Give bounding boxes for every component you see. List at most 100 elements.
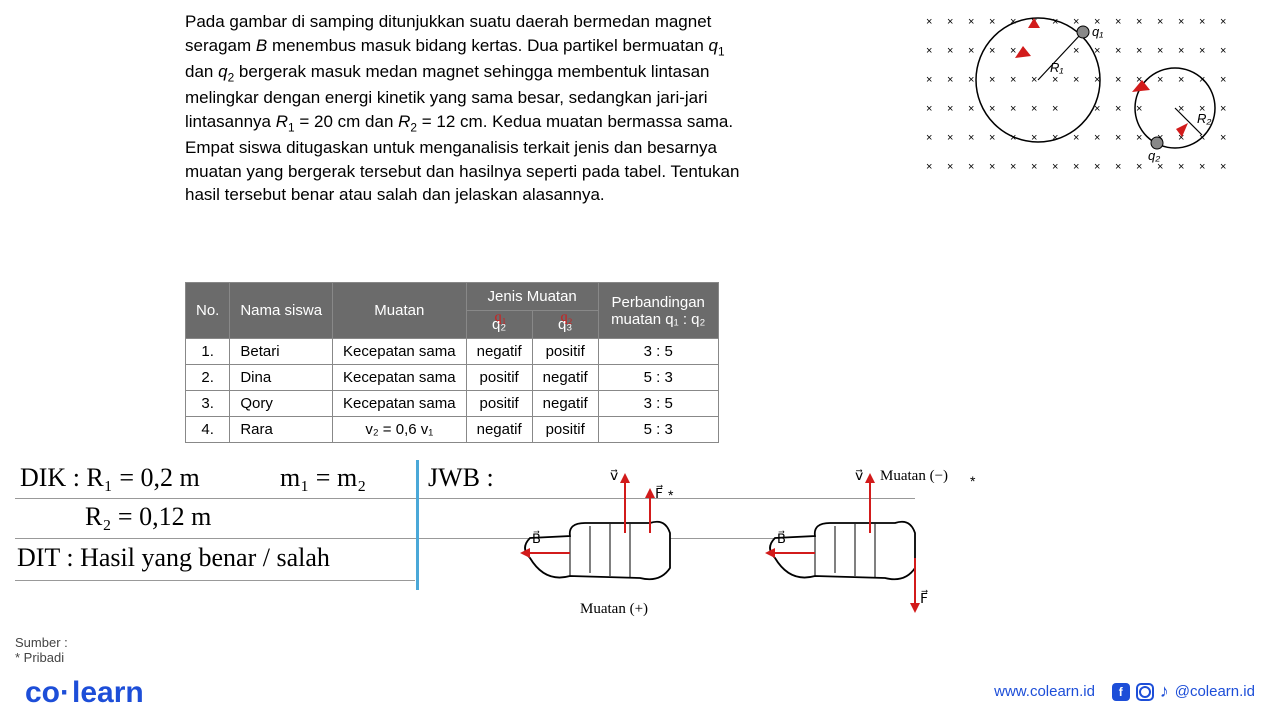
svg-text:×: × [968,45,974,57]
svg-text:×: × [1052,74,1058,86]
svg-text:F⃗: F⃗ [655,484,663,502]
table-body: 1.BetariKecepatan samanegatifpositif3 : … [186,339,719,443]
source-citation: Sumber : * Pribadi [15,635,68,665]
svg-text:v⃗: v⃗ [610,469,618,484]
r1-label: R₁ [1050,60,1064,75]
svg-text:×: × [1178,45,1184,57]
svg-text:×: × [1220,74,1226,86]
r2-line: R₂ = 0,12 m [85,502,211,532]
svg-text:B⃗: B⃗ [532,531,541,546]
svg-text:×: × [1010,45,1016,57]
svg-text:*: * [668,487,674,503]
svg-text:×: × [1094,132,1100,144]
dit-line: DIT : Hasil yang benar / salah [17,543,330,573]
svg-text:×: × [926,16,932,28]
svg-text:×: × [1178,103,1184,115]
svg-text:Muatan (−): Muatan (−) [880,468,948,484]
th-nama: Nama siswa [230,283,333,339]
th-q2: q₂q₁ [466,311,532,339]
svg-text:×: × [1220,132,1226,144]
q2-label: q₂ [1148,148,1160,163]
svg-text:×: × [947,161,953,173]
svg-text:×: × [1010,74,1016,86]
svg-text:×: × [1136,16,1142,28]
svg-text:B⃗: B⃗ [777,531,786,546]
jwb-label: JWB : [428,463,494,493]
svg-text:×: × [926,74,932,86]
svg-text:×: × [1220,16,1226,28]
q1-dot [1077,26,1089,38]
table-row: 4.Rarav₂ = 0,6 v₁negatifpositif5 : 3 [186,417,719,443]
svg-text:Muatan (+): Muatan (+) [580,601,648,617]
svg-text:×: × [1178,74,1184,86]
svg-text:×: × [1136,45,1142,57]
svg-text:×: × [968,16,974,28]
svg-text:×: × [926,103,932,115]
svg-text:×: × [1199,161,1205,173]
svg-text:×: × [1199,45,1205,57]
svg-text:×: × [1136,132,1142,144]
svg-text:×: × [1073,132,1079,144]
svg-text:×: × [1031,161,1037,173]
table-row: 2.DinaKecepatan samapositifnegatif5 : 3 [186,365,719,391]
svg-text:×: × [968,132,974,144]
svg-text:×: × [1073,161,1079,173]
svg-text:×: × [947,45,953,57]
vertical-divider [416,460,419,590]
svg-text:×: × [1157,45,1163,57]
table-row: 3.QoryKecepatan samapositifnegatif3 : 5 [186,391,719,417]
svg-text:×: × [1115,103,1121,115]
th-muatan: Muatan [333,283,467,339]
svg-text:×: × [1073,45,1079,57]
svg-text:×: × [1052,103,1058,115]
th-ratio: Perbandingan muatan q₁ : q₂ [598,283,718,339]
svg-text:×: × [1031,103,1037,115]
svg-text:×: × [968,161,974,173]
svg-text:×: × [1178,16,1184,28]
social-handle: @colearn.id [1175,683,1255,700]
th-no: No. [186,283,230,339]
svg-text:×: × [926,132,932,144]
table-row: 1.BetariKecepatan samanegatifpositif3 : … [186,339,719,365]
answers-table: No. Nama siswa Muatan Jenis Muatan Perba… [185,282,719,443]
svg-text:×: × [989,45,995,57]
svg-text:v⃗: v⃗ [855,469,863,484]
svg-text:×: × [1073,74,1079,86]
field-diagram: × × × × × × × × × × × × × × × × × × × × × × × × × × × × × × × × × × × × × ×… [920,10,1240,180]
problem-statement: Pada gambar di samping ditunjukkan suatu… [185,10,745,207]
svg-text:×: × [1220,45,1226,57]
svg-text:×: × [989,16,995,28]
svg-text:×: × [989,103,995,115]
svg-text:×: × [947,16,953,28]
svg-text:×: × [1220,161,1226,173]
r2-label: R₂ [1197,111,1211,126]
svg-text:*: * [970,473,976,489]
svg-text:F⃗: F⃗ [920,589,928,607]
ruled-line [15,580,415,581]
svg-text:×: × [989,161,995,173]
svg-text:×: × [1199,16,1205,28]
q1-label: q₁ [1092,24,1103,39]
svg-text:×: × [968,103,974,115]
svg-text:×: × [1157,16,1163,28]
svg-text:×: × [968,74,974,86]
facebook-icon: f [1112,683,1130,701]
hand-negative: v⃗ F⃗ B⃗ Muatan (−) * [765,468,976,613]
svg-text:×: × [1052,132,1058,144]
svg-text:×: × [1010,103,1016,115]
svg-text:×: × [1136,103,1142,115]
svg-text:×: × [947,74,953,86]
svg-text:×: × [1052,161,1058,173]
svg-text:×: × [1010,161,1016,173]
th-q3: q₃q₂ [532,311,598,339]
social-handles: f ♪ @colearn.id [1112,681,1255,702]
dik-line: DIK : R₁ = 0,2 m [20,463,200,493]
svg-text:×: × [1157,74,1163,86]
brand-logo: co·learn [25,676,144,710]
svg-text:×: × [947,103,953,115]
svg-text:×: × [1115,16,1121,28]
hand-rule-diagrams: v⃗ F⃗ * B⃗ Muatan (+) v⃗ F⃗ B⃗ Muatan (−… [510,458,990,628]
svg-text:×: × [926,161,932,173]
instagram-icon [1136,683,1154,701]
svg-text:×: × [1220,103,1226,115]
